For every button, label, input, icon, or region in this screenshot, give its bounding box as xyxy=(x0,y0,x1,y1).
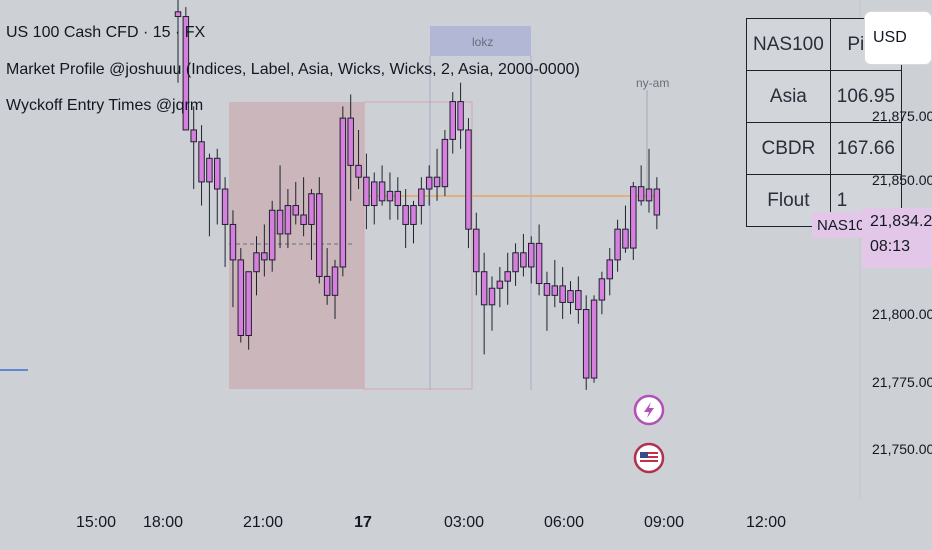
bar-countdown: 08:13 xyxy=(870,238,911,255)
candle-body xyxy=(323,275,331,296)
candle-body xyxy=(449,101,456,140)
candle-body xyxy=(559,285,566,303)
candle-body xyxy=(245,271,252,337)
candle-body xyxy=(371,181,378,207)
stats-row-label: Asia xyxy=(746,70,831,123)
time-axis-label: 03:00 xyxy=(443,514,485,531)
candle-body xyxy=(402,205,409,225)
candle-body xyxy=(630,186,637,249)
candle-body xyxy=(433,176,441,188)
candle-body xyxy=(512,252,519,273)
candle-body xyxy=(465,129,472,230)
candle-body xyxy=(206,157,213,183)
candle-body xyxy=(653,188,661,216)
candle-body xyxy=(418,188,425,207)
candle-body xyxy=(457,101,464,131)
candle-body xyxy=(331,266,339,296)
candle-body xyxy=(300,214,307,225)
candle-body xyxy=(347,117,354,166)
currency-button[interactable]: USD xyxy=(865,12,931,64)
candle-body xyxy=(378,181,386,202)
current-price-tag: 21,834.24 08:13 xyxy=(862,208,932,268)
candle-body xyxy=(488,287,496,306)
candle-body xyxy=(308,193,315,225)
candle-body xyxy=(473,228,480,273)
symbol-title[interactable]: US 100 Cash CFD · 15 · FX xyxy=(6,24,206,41)
candle-body xyxy=(535,242,543,285)
price-axis-label: 21,875.00 xyxy=(872,108,932,124)
stats-row-label: CBDR xyxy=(746,122,831,175)
time-axis-label: 15:00 xyxy=(75,514,117,531)
price-axis-label: 21,850.00 xyxy=(872,172,932,188)
candle-body xyxy=(614,228,621,261)
time-axis-day-label: 17 xyxy=(354,514,372,531)
us-flag-icon[interactable] xyxy=(633,442,665,474)
candle-body xyxy=(229,223,237,261)
candle-body xyxy=(394,190,402,207)
candle-body xyxy=(316,193,323,277)
candle-body xyxy=(575,290,582,311)
time-axis-label: 12:00 xyxy=(745,514,787,531)
current-price-value: 21,834.24 xyxy=(870,213,932,230)
candle-body xyxy=(284,205,292,235)
candle-body xyxy=(606,259,613,280)
time-axis-label: 21:00 xyxy=(242,514,284,531)
stats-header-symbol: NAS100 xyxy=(746,18,831,71)
candle-body xyxy=(496,280,504,289)
lokz-label: lokz xyxy=(472,35,494,49)
price-axis-label: 21,775.00 xyxy=(872,374,932,390)
lokz-session-box xyxy=(430,26,531,56)
candle-body xyxy=(386,190,394,202)
candle-body xyxy=(582,309,590,379)
candle-body xyxy=(520,252,527,268)
post-asia-box xyxy=(363,101,473,390)
stats-row-value: 106.95 xyxy=(829,70,902,123)
time-axis-label: 09:00 xyxy=(643,514,685,531)
candle-body xyxy=(645,188,653,202)
candle-body xyxy=(590,299,598,379)
candle-body xyxy=(268,209,276,261)
candle-body xyxy=(528,242,535,268)
candle-body xyxy=(261,252,268,261)
candle-body xyxy=(276,209,284,235)
lightning-icon[interactable] xyxy=(633,394,665,426)
candle-body xyxy=(292,205,299,216)
indicator-market-profile[interactable]: Market Profile @joshuuu (Indices, Label,… xyxy=(6,61,580,78)
indicator-wyckoff[interactable]: Wyckoff Entry Times @jqrm xyxy=(6,97,204,114)
time-axis-label: 06:00 xyxy=(543,514,585,531)
ny-am-label: ny-am xyxy=(636,76,670,90)
candle-body xyxy=(543,283,551,296)
candle-body xyxy=(355,164,362,178)
candle-body xyxy=(567,290,574,303)
candle-body xyxy=(441,138,449,188)
candle-body xyxy=(551,285,559,296)
candle-body xyxy=(425,176,433,190)
candle-body xyxy=(480,271,488,306)
candle-body xyxy=(214,157,221,190)
candle-body xyxy=(174,11,182,18)
candle-body xyxy=(221,188,229,225)
candle-body xyxy=(182,16,190,131)
price-axis-label: 21,800.00 xyxy=(872,306,932,322)
candle-body xyxy=(504,271,511,282)
candle-body xyxy=(598,278,606,301)
candle-body xyxy=(253,252,260,273)
candles-group xyxy=(174,0,661,390)
candle-body xyxy=(622,228,629,249)
stats-row-value: 167.66 xyxy=(829,122,902,175)
candle-body xyxy=(410,205,417,225)
candle-body xyxy=(190,129,197,143)
candle-body xyxy=(339,117,347,268)
candle-body xyxy=(198,141,205,183)
time-axis-label: 18:00 xyxy=(142,514,184,531)
candle-body xyxy=(237,259,245,337)
candle-body xyxy=(637,186,645,202)
candle-body xyxy=(363,176,370,207)
price-axis-label: 21,750.00 xyxy=(872,441,932,457)
